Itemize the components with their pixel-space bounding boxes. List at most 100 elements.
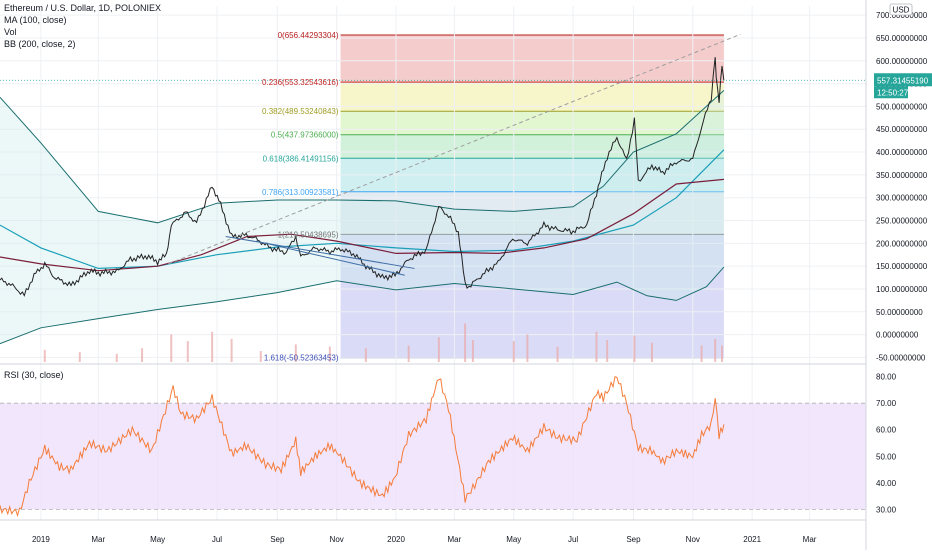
fib-level-label: 0.618(386.41491156) xyxy=(263,154,339,163)
volume-bar xyxy=(526,334,529,362)
volume-bar xyxy=(186,341,189,362)
y-tick-label: 200.00000000 xyxy=(876,239,928,248)
fib-labels: 0(656.44293304) 0.236(553.32543616) 0.382(… xyxy=(262,31,339,363)
y-tick-label: 0.00000000 xyxy=(876,331,919,340)
x-tick-label: Jul xyxy=(568,535,578,544)
volume-bar xyxy=(437,337,440,362)
rsi-tick-label: 50.00 xyxy=(876,452,897,461)
y-tick-label: -50.00000000 xyxy=(876,353,926,362)
rsi-tick-label: 80.00 xyxy=(876,373,897,382)
x-tick-label: 2021 xyxy=(743,535,761,544)
fib-level-label: 1(219.50438695) xyxy=(278,230,339,239)
volume-bar xyxy=(650,342,653,362)
chart-title: Ethereum / U.S. Dollar, 1D, POLONIEX xyxy=(4,3,162,13)
y-tick-label: 450.00000000 xyxy=(876,125,928,134)
volume-bar xyxy=(700,345,703,362)
y-tick-label: 250.00000000 xyxy=(876,217,928,226)
rsi-tick-label: 60.00 xyxy=(876,426,897,435)
fib-zone xyxy=(340,234,724,358)
x-tick-label: Mar xyxy=(448,535,462,544)
bb-upper-line xyxy=(0,90,725,224)
volume-bar xyxy=(170,334,173,362)
currency-label: USD xyxy=(893,6,910,15)
x-tick-label: Jul xyxy=(212,535,222,544)
y-tick-label: 150.00000000 xyxy=(876,262,928,271)
x-tick-label: 2019 xyxy=(32,535,50,544)
x-tick-label: Mar xyxy=(91,535,105,544)
y-tick-label: 100.00000000 xyxy=(876,285,928,294)
volume-bar xyxy=(556,346,559,362)
volume-bar xyxy=(211,331,214,362)
volume-bar xyxy=(595,331,598,362)
legend-ma[interactable]: MA (100, close) xyxy=(4,15,67,25)
x-tick-label: 2020 xyxy=(387,535,405,544)
trend-line xyxy=(168,33,741,265)
rsi-tick-label: 40.00 xyxy=(876,479,897,488)
volume-bar xyxy=(464,323,467,362)
countdown-badge xyxy=(874,86,908,99)
rsi-tick-label: 70.00 xyxy=(876,399,897,408)
volume-bar xyxy=(407,345,410,362)
volume-bar xyxy=(78,352,81,362)
fib-level-label: 1.618(-50.52363453) xyxy=(264,354,339,363)
y-tick-label: 700.00000000 xyxy=(876,11,928,20)
bollinger-bands xyxy=(0,90,725,345)
volume-bar xyxy=(512,341,515,362)
fib-level-label: 0.236(553.32543616) xyxy=(262,78,339,87)
volume-bar xyxy=(115,353,118,362)
trend-line xyxy=(255,240,405,276)
x-tick-label: Nov xyxy=(686,535,700,544)
bb-fill xyxy=(0,90,724,344)
x-tick-label: Mar xyxy=(803,535,817,544)
indicator-lines xyxy=(0,149,725,272)
volume-bar xyxy=(230,338,233,362)
x-tick-label: Sep xyxy=(270,535,285,544)
fib-zone xyxy=(340,111,724,135)
y-tick-label: 600.00000000 xyxy=(876,57,928,66)
volume-bar xyxy=(43,349,46,362)
bb-lower-line xyxy=(0,266,725,345)
currency-badge xyxy=(889,3,913,16)
rsi-line xyxy=(0,376,725,518)
rsi-tick-label: 30.00 xyxy=(876,505,897,514)
x-tick-label: Sep xyxy=(626,535,641,544)
volume-bar xyxy=(141,348,144,362)
fib-level-label: 0.5(437.97366000) xyxy=(271,131,339,140)
volume-bar xyxy=(714,338,717,362)
volume-bar xyxy=(364,348,367,362)
trend-lines[interactable] xyxy=(168,33,741,276)
x-tick-label: Nov xyxy=(330,535,344,544)
current-price-badge xyxy=(874,73,932,87)
volume-bar xyxy=(720,345,723,362)
rsi-label[interactable]: RSI (30, close) xyxy=(4,370,64,380)
fib-level-label: 0(656.44293304) xyxy=(278,31,339,40)
volume-bar xyxy=(328,346,331,362)
legend-vol[interactable]: Vol xyxy=(4,27,17,37)
fib-level-label: 0.382(489.53240843) xyxy=(262,107,339,116)
bb-basis-line xyxy=(0,149,725,270)
fib-retracement xyxy=(340,34,724,359)
current-price-label: 557.31455190 xyxy=(877,76,929,85)
y-tick-label: 400.00000000 xyxy=(876,148,928,157)
rsi-chart[interactable] xyxy=(0,363,866,518)
y-tick-label: 650.00000000 xyxy=(876,34,928,43)
y-tick-label: 300.00000000 xyxy=(876,194,928,203)
x-tick-label: May xyxy=(506,535,521,544)
fib-level-label: 0.786(313.00923581) xyxy=(262,188,339,197)
volume-bar xyxy=(633,335,636,362)
y-tick-label: 50.00000000 xyxy=(876,308,923,317)
gridlines xyxy=(0,6,866,520)
y-tick-label: 350.00000000 xyxy=(876,171,928,180)
fib-zone xyxy=(340,191,724,235)
rsi-band xyxy=(0,403,866,510)
y-tick-label: 500.00000000 xyxy=(876,102,928,111)
fib-zone xyxy=(340,35,724,83)
volume-bar xyxy=(471,340,474,362)
volume-bar xyxy=(606,340,609,362)
countdown-label: 12:50:27 xyxy=(877,88,909,97)
legend-bb[interactable]: BB (200, close, 2) xyxy=(4,39,76,49)
x-tick-label: May xyxy=(150,535,165,544)
